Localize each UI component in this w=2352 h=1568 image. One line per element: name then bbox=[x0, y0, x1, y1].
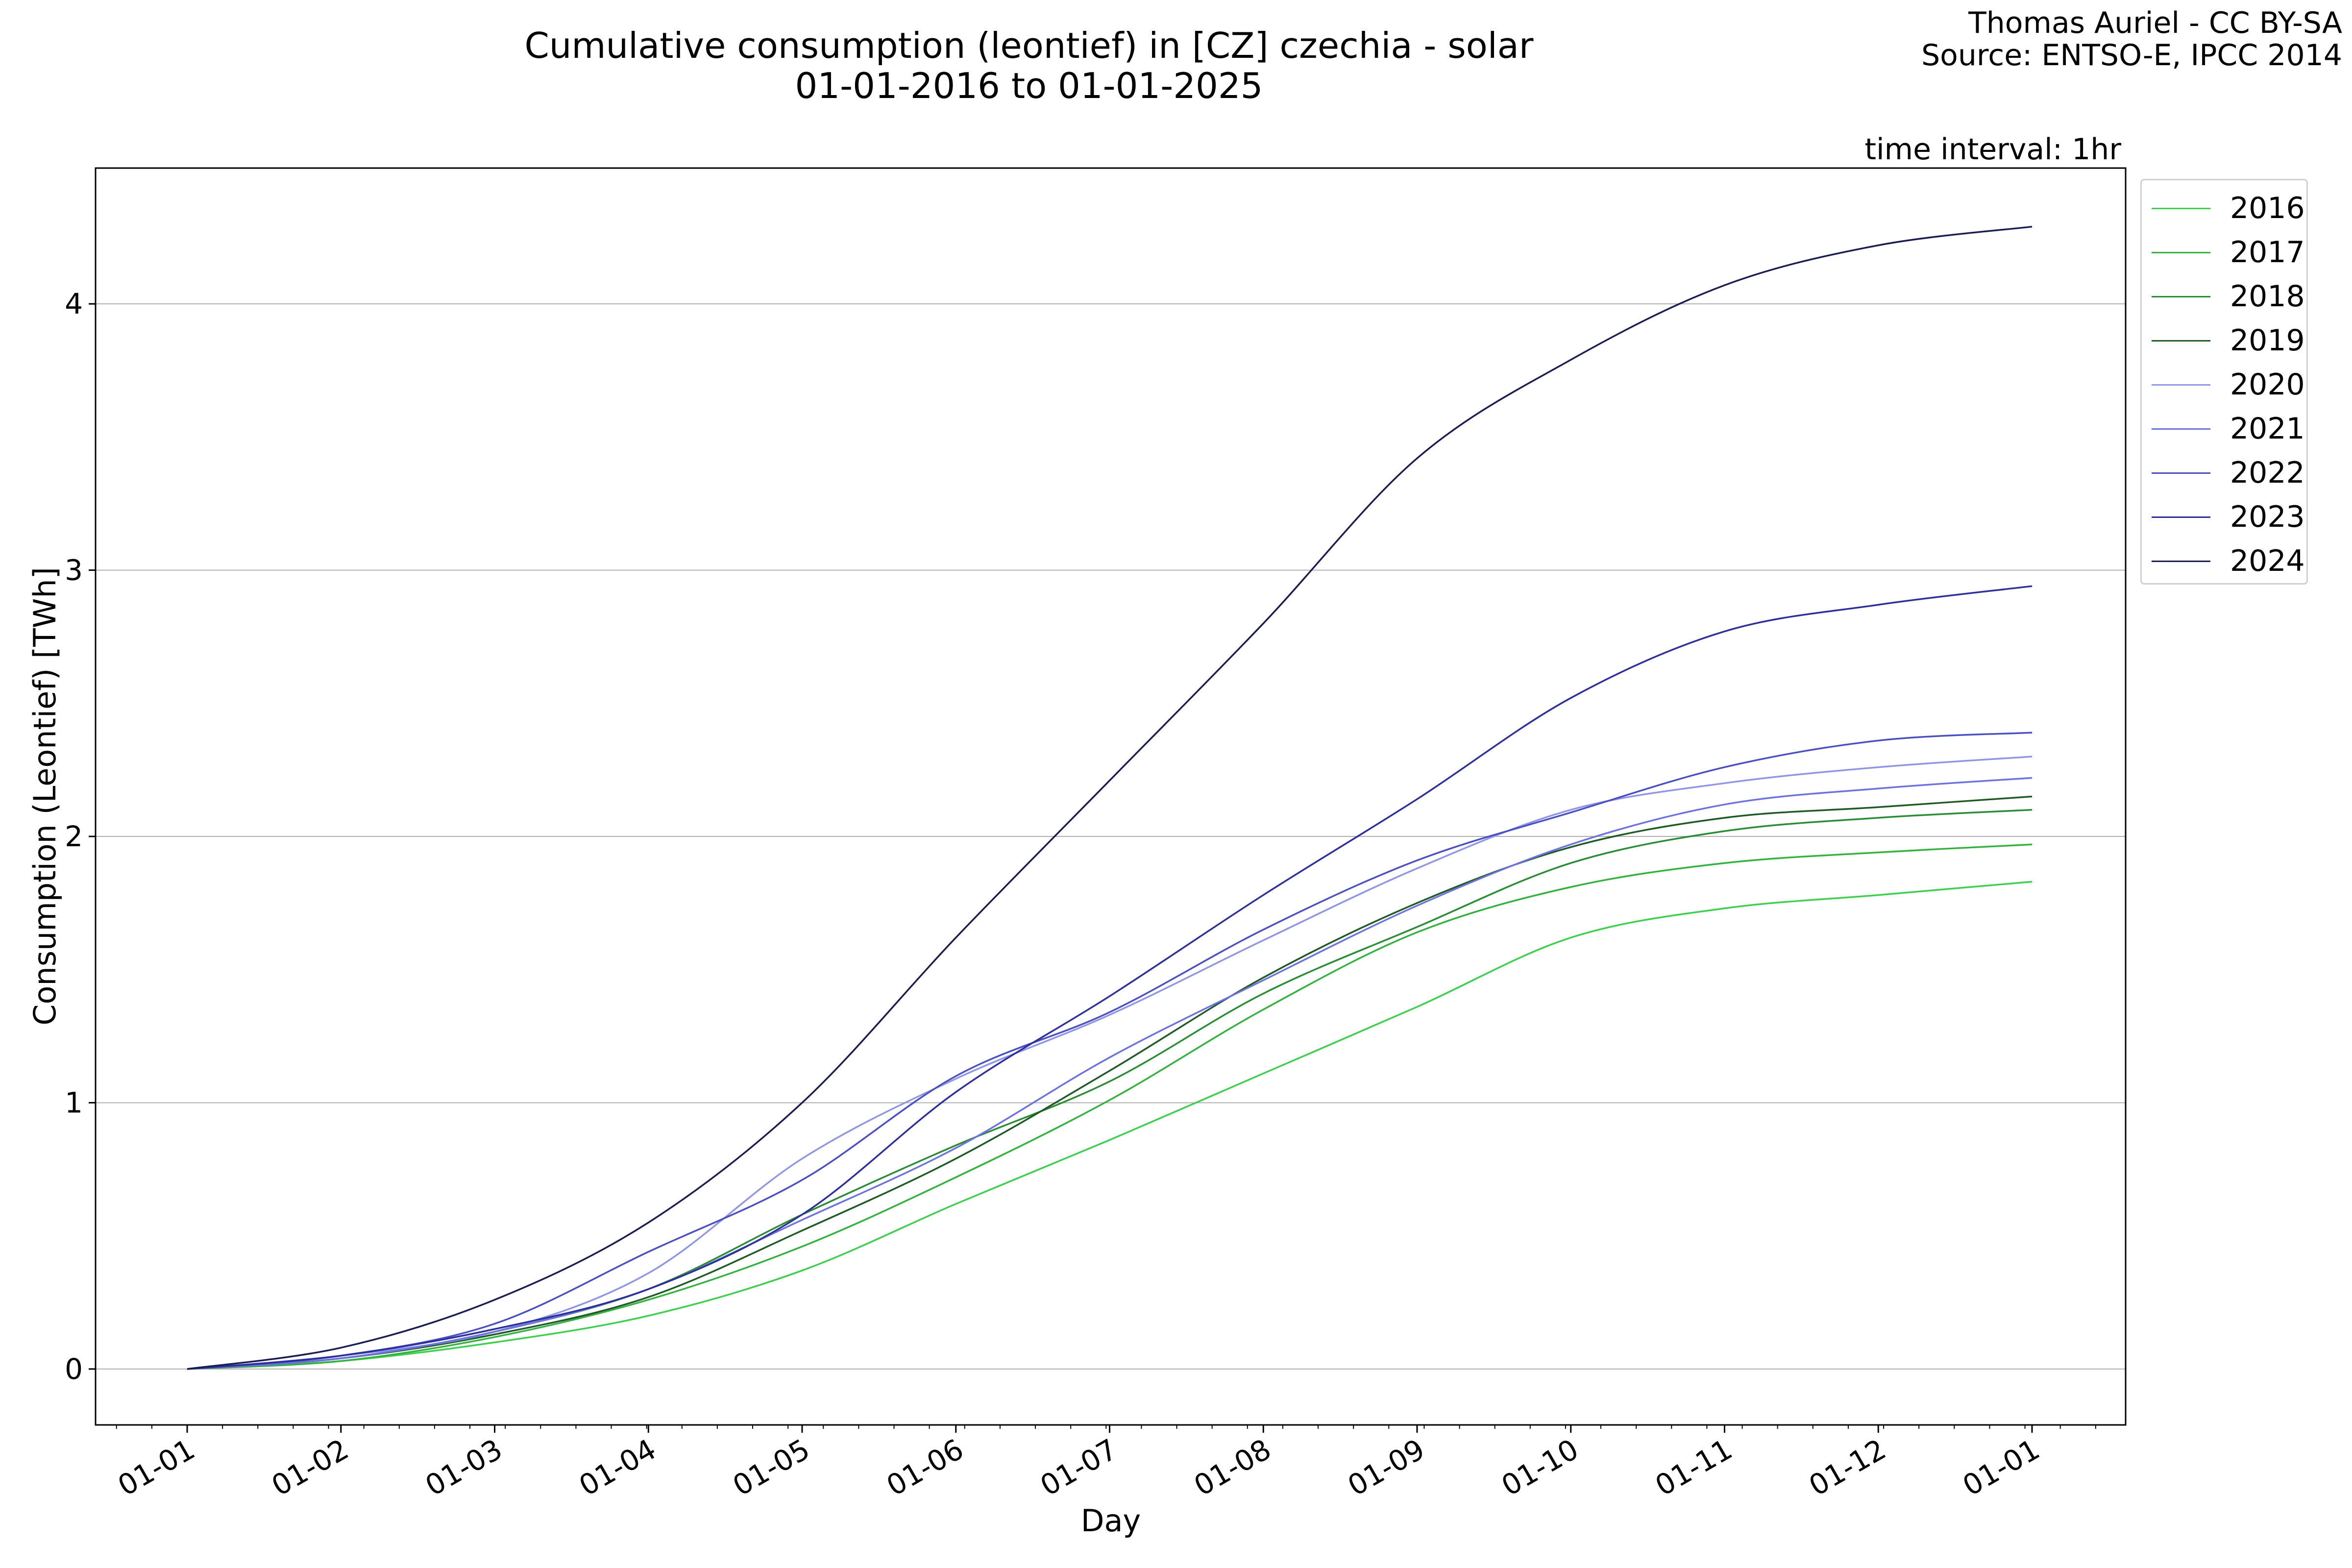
source-credit: Source: ENTSO-E, IPCC 2014 bbox=[1921, 38, 2342, 73]
y-tick-label: 0 bbox=[65, 1352, 83, 1386]
legend-swatch bbox=[2152, 251, 2210, 253]
x-axis-ticks: 01-01 01-02 01-03 01-04 01-05 01-06 01-07 01-08… bbox=[112, 1425, 2096, 1502]
x-tick-label: 01-06 bbox=[881, 1432, 969, 1502]
legend: 2016 2017 2018 2019 2020 2021 2022 2023 2024 bbox=[2140, 179, 2308, 585]
series-line-2020 bbox=[187, 756, 2033, 1370]
legend-label: 2019 bbox=[2230, 323, 2305, 358]
legend-item-2017: 2017 bbox=[2142, 230, 2306, 274]
y-tick-label: 3 bbox=[65, 554, 83, 587]
legend-swatch bbox=[2152, 340, 2210, 342]
x-tick-label: 01-07 bbox=[1035, 1432, 1123, 1502]
grid-lines bbox=[96, 303, 2126, 1370]
y-tick-label: 2 bbox=[65, 820, 83, 853]
legend-swatch bbox=[2152, 428, 2210, 430]
legend-item-2021: 2021 bbox=[2142, 407, 2306, 451]
y-axis-ticks: 0 1 2 3 4 bbox=[65, 287, 96, 1386]
x-tick-label: 01-02 bbox=[266, 1432, 354, 1502]
legend-label: 2018 bbox=[2230, 279, 2305, 314]
series-line-2024 bbox=[187, 225, 2033, 1370]
legend-swatch bbox=[2152, 516, 2210, 518]
chart-title: Cumulative consumption (leontief) in [CZ… bbox=[524, 25, 1534, 66]
x-tick-label: 01-10 bbox=[1496, 1432, 1584, 1502]
x-tick-label: 01-03 bbox=[420, 1432, 508, 1502]
legend-item-2016: 2016 bbox=[2142, 186, 2306, 230]
legend-swatch bbox=[2152, 472, 2210, 474]
legend-swatch bbox=[2152, 384, 2210, 386]
legend-label: 2020 bbox=[2230, 368, 2305, 402]
legend-item-2018: 2018 bbox=[2142, 274, 2306, 318]
x-tick-label: 01-05 bbox=[727, 1432, 815, 1502]
series-line-2018 bbox=[187, 808, 2033, 1370]
x-tick-label: 01-04 bbox=[573, 1432, 662, 1502]
series-line-2017 bbox=[187, 843, 2033, 1370]
x-tick-label: 01-11 bbox=[1650, 1432, 1738, 1502]
x-tick-label: 01-08 bbox=[1188, 1432, 1276, 1502]
author-credit: Thomas Auriel - CC BY-SA bbox=[1968, 6, 2342, 40]
time-interval-note: time interval: 1hr bbox=[1864, 132, 2121, 167]
legend-label: 2023 bbox=[2230, 500, 2305, 534]
series-line-2019 bbox=[187, 795, 2033, 1370]
y-axis-label: Consumption (Leontief) [TWh] bbox=[27, 567, 63, 1026]
legend-swatch bbox=[2152, 207, 2210, 209]
chart-subtitle: 01-01-2016 to 01-01-2025 bbox=[795, 65, 1263, 106]
series-line-2021 bbox=[187, 777, 2033, 1370]
legend-swatch bbox=[2152, 295, 2210, 297]
legend-item-2020: 2020 bbox=[2142, 363, 2306, 407]
y-tick-label: 1 bbox=[65, 1086, 83, 1119]
legend-item-2023: 2023 bbox=[2142, 495, 2306, 539]
legend-swatch bbox=[2152, 560, 2210, 562]
plot-frame bbox=[95, 167, 2127, 1426]
legend-label: 2021 bbox=[2230, 412, 2305, 446]
legend-label: 2024 bbox=[2230, 544, 2305, 578]
x-tick-label: 01-09 bbox=[1342, 1432, 1430, 1502]
legend-label: 2022 bbox=[2230, 456, 2305, 490]
legend-item-2024: 2024 bbox=[2142, 539, 2306, 583]
series-line-2022 bbox=[187, 732, 2033, 1370]
y-tick-label: 4 bbox=[65, 287, 83, 320]
x-axis-label: Day bbox=[1081, 1503, 1141, 1539]
x-tick-label: 01-12 bbox=[1803, 1432, 1891, 1502]
series-lines bbox=[187, 225, 2033, 1370]
series-line-2023 bbox=[187, 585, 2033, 1370]
legend-item-2019: 2019 bbox=[2142, 318, 2306, 363]
x-tick-label: 01-01 bbox=[1957, 1432, 2045, 1502]
legend-label: 2016 bbox=[2230, 191, 2305, 225]
x-tick-label: 01-01 bbox=[112, 1432, 200, 1502]
legend-label: 2017 bbox=[2230, 235, 2305, 270]
series-line-2016 bbox=[187, 881, 2033, 1370]
legend-item-2022: 2022 bbox=[2142, 451, 2306, 495]
